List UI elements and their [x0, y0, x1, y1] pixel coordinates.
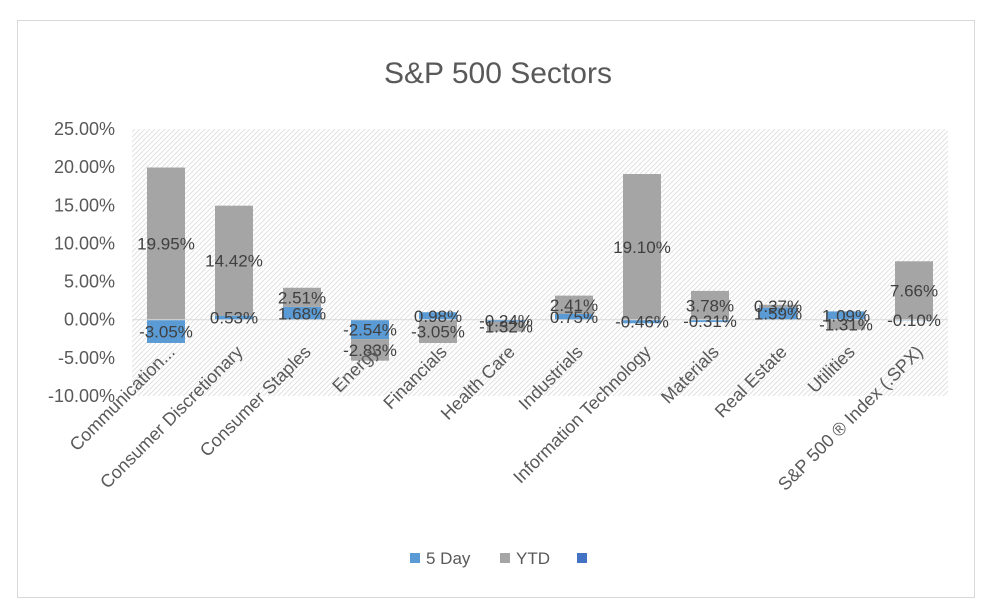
legend-swatch	[577, 553, 587, 563]
data-label-ytd: -1.31%	[819, 316, 873, 335]
data-label-ytd: 19.95%	[137, 235, 195, 254]
data-label-ytd: 14.42%	[205, 252, 263, 271]
bar-ytd	[895, 261, 933, 320]
data-label-ytd: -3.05%	[411, 322, 465, 341]
bar-ytd	[555, 295, 593, 314]
data-label-ytd: 3.78%	[686, 296, 734, 315]
bar-five-day	[351, 319, 389, 340]
data-label-five-day: -2.54%	[343, 320, 397, 339]
data-label-five-day: -0.10%	[887, 311, 941, 330]
data-label-five-day: 1.59%	[754, 305, 802, 324]
data-label-ytd: 2.51%	[278, 288, 326, 307]
bar-ytd	[759, 304, 797, 308]
data-label-ytd: -2.83%	[343, 341, 397, 360]
chart-legend: 5 Day YTD	[410, 549, 587, 568]
y-tick-label: 15.00%	[54, 195, 115, 215]
bar-ytd	[283, 287, 321, 307]
data-label-five-day: 0.53%	[210, 309, 258, 328]
legend-label: 5 Day	[426, 549, 471, 568]
data-label-five-day: 0.98%	[414, 307, 462, 326]
bar-five-day	[419, 312, 457, 320]
plot-area: 25.00% 20.00% 15.00% 10.00% 5.00% 0.00% -5.00%…	[48, 119, 948, 494]
chart-svg: S&P 500 Sectors 25.00% 20.00% 15.00% 10.00%…	[48, 57, 948, 568]
bar-five-day	[759, 307, 797, 320]
bar-ytd	[487, 321, 525, 332]
y-tick-label: 25.00%	[54, 119, 115, 139]
data-label-five-day: 1.09%	[822, 307, 870, 326]
bar-ytd	[351, 339, 389, 361]
bar-ytd	[827, 319, 865, 330]
data-label-five-day: -0.46%	[615, 312, 669, 331]
data-label-five-day: -0.24%	[479, 312, 533, 331]
data-label-ytd: 19.10%	[613, 238, 671, 257]
bar-five-day	[215, 315, 253, 320]
y-tick-label: -10.00%	[48, 386, 115, 406]
data-label-ytd: 2.41%	[550, 296, 598, 315]
data-label-five-day: 1.68%	[278, 304, 326, 323]
bar-ytd	[215, 205, 253, 316]
bar-ytd	[623, 174, 661, 320]
bar-five-day	[555, 313, 593, 320]
bar-five-day	[691, 319, 729, 323]
y-tick-label: 0.00%	[64, 310, 115, 330]
bar-five-day	[827, 311, 865, 320]
data-label-five-day: -3.05%	[139, 322, 193, 341]
data-label-ytd: -1.32%	[479, 318, 533, 337]
bar-five-day	[623, 319, 661, 324]
chart-title: S&P 500 Sectors	[384, 57, 612, 90]
y-tick-label: 5.00%	[64, 272, 115, 292]
bar-five-day	[147, 319, 185, 343]
y-tick-label: -5.00%	[58, 348, 115, 368]
legend-label: YTD	[516, 549, 550, 568]
y-tick-label: 20.00%	[54, 157, 115, 177]
y-tick-label: 10.00%	[54, 233, 115, 253]
legend-swatch	[500, 553, 510, 563]
data-label-ytd: 0.37%	[754, 297, 802, 316]
plot-background	[132, 129, 948, 396]
data-label-ytd: 7.66%	[890, 281, 938, 300]
bar-ytd	[147, 167, 185, 320]
data-label-five-day: -0.31%	[683, 312, 737, 331]
chart-frame: S&P 500 Sectors 25.00% 20.00% 15.00% 10.00%…	[17, 20, 975, 598]
legend-swatch	[410, 553, 420, 563]
bar-ytd	[419, 319, 457, 343]
bar-five-day	[487, 319, 525, 322]
bar-five-day	[283, 306, 321, 320]
bar-ytd	[691, 290, 729, 320]
data-label-five-day: 0.75%	[550, 308, 598, 327]
